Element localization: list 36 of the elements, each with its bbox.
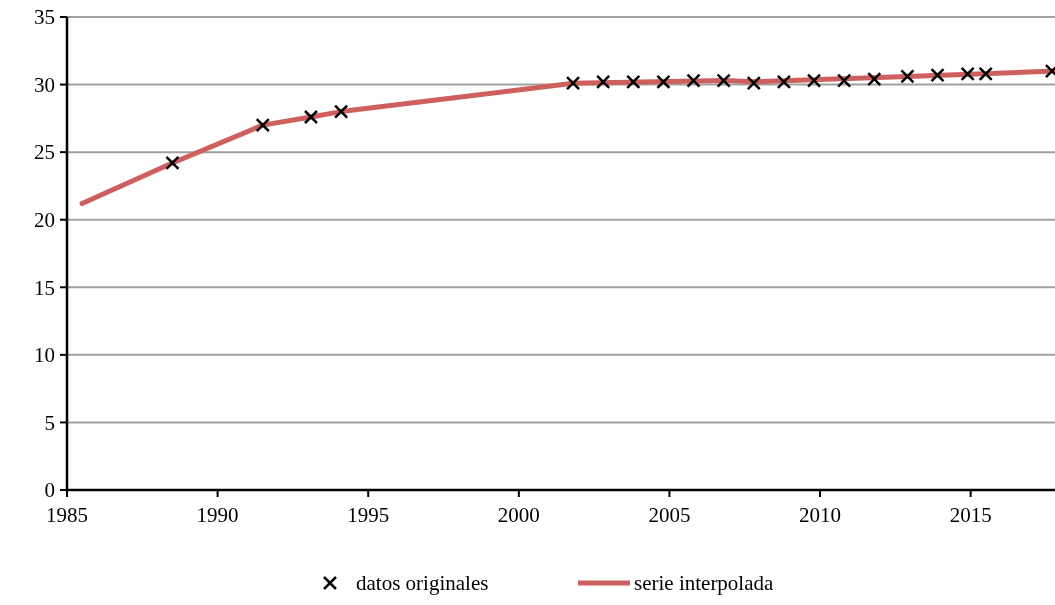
point	[165, 155, 180, 171]
point	[960, 66, 975, 82]
point	[930, 67, 945, 83]
point	[626, 74, 641, 90]
point	[806, 73, 822, 88]
y-tick-label: 0	[44, 478, 55, 503]
point	[333, 104, 349, 119]
point	[595, 74, 611, 90]
x-tick-label: 2000	[497, 503, 540, 527]
point	[867, 71, 882, 87]
y-tick-label: 35	[34, 5, 55, 30]
point	[565, 75, 581, 91]
point	[978, 66, 993, 82]
point	[255, 117, 271, 133]
x-tick-label: 1995	[347, 503, 390, 527]
legend-label: serie interpolada	[634, 571, 775, 596]
legend-label: datos originales	[356, 571, 489, 596]
point	[686, 73, 701, 88]
x-tick-label: 1990	[196, 503, 239, 527]
point	[303, 109, 319, 125]
x-tick-label: 2005	[648, 503, 691, 527]
y-tick-label: 5	[44, 410, 55, 435]
x-tick-label: 2010	[799, 503, 842, 527]
x-tick-label: 1985	[46, 503, 88, 527]
y-tick-label: 30	[34, 72, 55, 97]
point	[716, 73, 731, 88]
y-tick-label: 10	[34, 343, 55, 368]
x-tick-label: 2015	[949, 503, 992, 527]
y-tick-label: 15	[34, 275, 55, 300]
point	[746, 75, 762, 91]
y-tick-label: 25	[34, 140, 55, 165]
point	[900, 69, 915, 84]
point	[836, 73, 852, 88]
point	[776, 74, 792, 90]
point	[656, 74, 671, 90]
y-tick-label: 20	[34, 208, 55, 233]
